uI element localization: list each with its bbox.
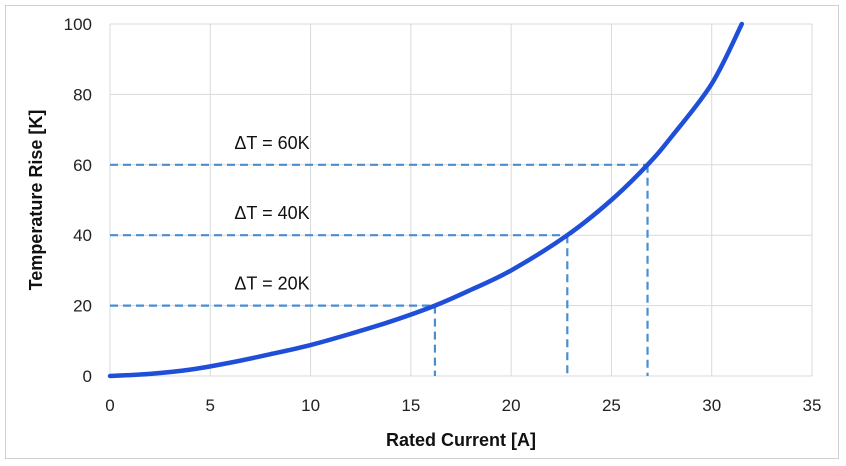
chart-frame: [5, 5, 839, 459]
y-axis-title: Temperature Rise [K]: [26, 110, 46, 291]
tick-labels: 0 5 10 15 20 25 30 35 0 20 40 60 80 100: [64, 15, 822, 415]
x-tick-label: 15: [401, 396, 420, 415]
x-axis-title: Rated Current [A]: [386, 430, 536, 450]
x-tick-label: 25: [602, 396, 621, 415]
series-line: [107, 21, 745, 379]
x-tick-label: 5: [206, 396, 215, 415]
y-tick-label: 60: [73, 156, 92, 175]
y-tick-label: 80: [73, 85, 92, 104]
reference-lines: ΔT = 20K ΔT = 40K ΔT = 60K: [110, 133, 649, 376]
x-tick-label: 20: [502, 396, 521, 415]
y-tick-label: 40: [73, 226, 92, 245]
y-tick-label: 20: [73, 297, 92, 316]
series-layer: [107, 21, 745, 379]
x-tick-label: 30: [702, 396, 721, 415]
x-tick-label: 35: [803, 396, 822, 415]
x-tick-label: 10: [301, 396, 320, 415]
reference-label: ΔT = 40K: [234, 203, 309, 223]
reference-label: ΔT = 20K: [234, 274, 309, 294]
grid: [109, 23, 813, 377]
reference-label: ΔT = 60K: [234, 133, 309, 153]
y-tick-label: 0: [83, 367, 92, 386]
x-tick-label: 0: [105, 396, 114, 415]
y-tick-label: 100: [64, 15, 92, 34]
